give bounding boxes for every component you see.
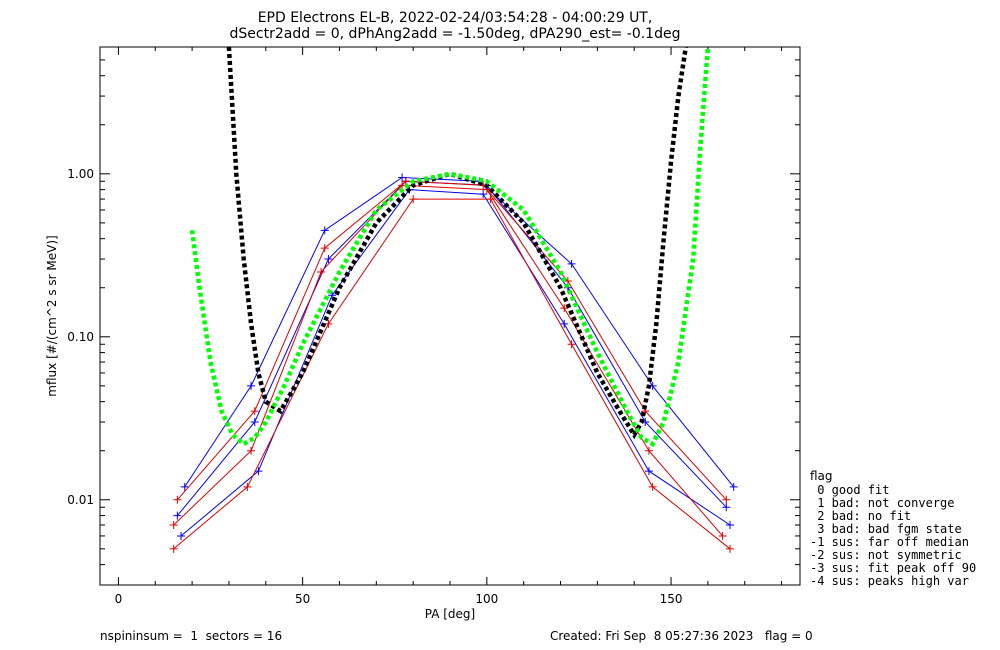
data-point <box>250 407 259 416</box>
flag-legend-item: -2 sus: not symmetric <box>810 548 962 562</box>
series-line <box>180 189 731 537</box>
flag-legend: flag 0 good fit 1 bad: not converge 2 ba… <box>810 469 976 588</box>
series-layer <box>169 46 738 553</box>
fit-curve <box>189 46 711 448</box>
data-point <box>644 467 653 476</box>
data-point <box>726 544 734 553</box>
x-tick-label: 0 <box>115 592 123 606</box>
data-point <box>398 173 407 182</box>
x-tick-label: 50 <box>295 592 310 606</box>
series-line <box>173 184 723 537</box>
data-point <box>644 446 653 455</box>
data-point <box>324 255 333 264</box>
data-point <box>722 503 731 512</box>
x-tick-label: 100 <box>475 592 498 606</box>
data-point <box>250 418 259 427</box>
data-point <box>567 340 576 349</box>
data-point <box>247 446 256 455</box>
data-point <box>648 482 657 491</box>
data-point <box>173 495 182 504</box>
data-point <box>180 482 189 491</box>
x-axis-label: PA [deg] <box>425 607 475 621</box>
data-point <box>169 521 178 530</box>
x-tick-label: 150 <box>660 592 683 606</box>
flag-legend-title: flag <box>810 469 833 483</box>
series-line <box>177 180 727 516</box>
footer-left: nspininsum = 1 sectors = 16 <box>100 629 282 643</box>
data-point <box>560 319 569 328</box>
data-point <box>567 259 576 268</box>
series-line <box>177 180 727 501</box>
x-axis: 0 50 100 150 <box>115 47 783 606</box>
data-point <box>486 195 495 204</box>
data-point <box>320 244 329 253</box>
footer-right: Created: Fri Sep 8 05:27:36 2023 flag = … <box>550 629 813 643</box>
data-point <box>726 521 734 530</box>
flag-legend-item: -1 sus: far off median <box>810 535 969 549</box>
y-tick-label: 0.10 <box>67 330 94 344</box>
flag-legend-item: -4 sus: peaks high var <box>810 574 969 588</box>
y-axis: 0.01 0.10 1.00 <box>67 46 800 586</box>
y-tick-label: 1.00 <box>67 167 94 181</box>
y-tick-label: 0.01 <box>67 493 94 507</box>
data-point <box>169 544 178 553</box>
data-point <box>409 195 418 204</box>
data-point <box>401 177 410 186</box>
flag-legend-item: 2 bad: no fit <box>810 509 911 523</box>
flag-legend-item: 3 bad: bad fgm state <box>810 522 962 536</box>
data-point <box>729 482 738 491</box>
data-point <box>328 291 337 300</box>
data-point <box>243 482 252 491</box>
data-point <box>479 190 488 199</box>
series-line <box>184 176 735 488</box>
fit-curve <box>226 46 689 440</box>
flag-legend-item: 1 bad: not converge <box>810 496 955 510</box>
data-point <box>173 511 182 520</box>
data-point <box>320 226 329 235</box>
chart-title-line1: EPD Electrons EL-B, 2022-02-24/03:54:28 … <box>258 10 653 26</box>
data-point <box>247 381 256 390</box>
data-point <box>317 267 326 276</box>
data-point <box>177 531 186 540</box>
data-point <box>722 495 731 504</box>
flag-legend-item: 0 good fit <box>810 483 889 497</box>
flag-legend-item: -3 sus: fit peak off 90 <box>810 561 976 575</box>
chart-title-line2: dSectr2add = 0, dPhAng2add = -1.50deg, d… <box>230 26 681 42</box>
series-line <box>173 198 731 550</box>
data-point <box>718 531 727 540</box>
y-axis-label: mflux [#/(cm^2 s sr MeV)] <box>45 235 59 396</box>
